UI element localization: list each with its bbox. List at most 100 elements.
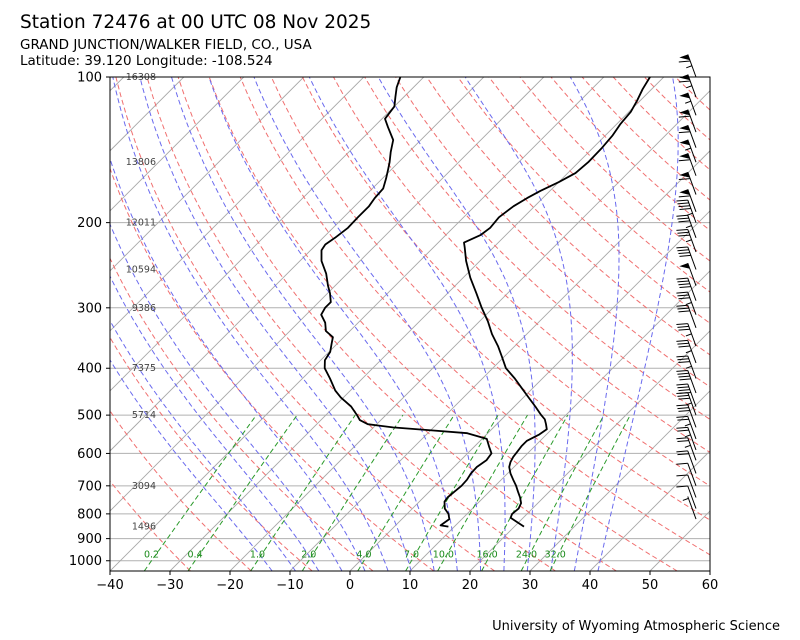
barb-feather: [678, 252, 690, 255]
barb-staff: [687, 496, 697, 520]
barb-feather: [677, 429, 689, 432]
barb-feather: [677, 358, 689, 361]
dry-adiabat: [457, 77, 710, 324]
temperature-line: [463, 77, 651, 528]
dry-adiabat: [301, 77, 710, 487]
barb-feather: [677, 202, 689, 205]
dry-adiabat: [110, 166, 435, 571]
mixing-ratio-line: [405, 414, 499, 571]
barb-feather: [677, 231, 689, 234]
isotherm--70: [110, 77, 425, 392]
moist-adiabat: [597, 77, 679, 571]
barb-feather: [677, 418, 689, 421]
moist-adiabat: [171, 77, 435, 571]
height-label: 10594: [126, 265, 156, 276]
barb-feather: [677, 217, 689, 220]
y-tick-label: 1000: [69, 554, 102, 569]
barb-half-feather: [685, 225, 692, 229]
barb-staff: [687, 427, 697, 451]
barb-feather: [677, 386, 689, 389]
barb-feather: [677, 325, 689, 328]
barb-half-feather: [686, 212, 693, 216]
barb-half-feather: [685, 239, 692, 243]
chart-labels: 0.2 0.4 1.0 2.0 4.0 7.0 10.0 16.0 24.0 32.0163081…: [126, 72, 566, 561]
mixing-ratio-line: [250, 414, 356, 571]
axes: −40 −30 −20 −10 0 10 20 30 40 50 60 1000 900 800 700 60…: [69, 71, 718, 594]
barb-staff: [687, 199, 697, 223]
isotherm-20: [469, 330, 710, 571]
barb-feather: [678, 178, 691, 181]
barb-feather: [676, 355, 688, 358]
x-tick-label: −30: [156, 578, 183, 593]
barb-feather: [678, 131, 691, 134]
wind-barb: [676, 214, 697, 238]
isotherm--100: [110, 77, 245, 212]
barb-feather: [678, 115, 691, 118]
isotherm--140: [0, 77, 4, 571]
isotherm--20: [229, 90, 710, 571]
barb-feather: [677, 407, 689, 410]
wind-barb: [676, 392, 697, 416]
barb-staff: [687, 277, 697, 301]
wind-barb: [676, 291, 697, 315]
wind-barb: [676, 323, 697, 347]
dry-adiabat: [110, 410, 252, 571]
height-label: 3094: [132, 481, 156, 492]
barb-staff: [687, 153, 697, 176]
barb-staff: [687, 340, 697, 364]
isotherm--90: [110, 77, 305, 272]
mixing-ratio-line: [357, 414, 455, 571]
dry-adiabat: [674, 77, 710, 111]
wind-barb: [676, 246, 697, 270]
moist-adiabat: [110, 222, 343, 571]
y-tick-label: 200: [77, 216, 102, 231]
barb-staff: [687, 416, 697, 440]
barb-feather: [678, 310, 690, 313]
x-tick-label: 20: [462, 578, 479, 593]
barb-staff: [687, 437, 697, 461]
barb-half-feather: [685, 333, 692, 337]
height-label: 1496: [132, 522, 156, 533]
wind-barb: [676, 339, 697, 364]
isotherm-0: [349, 210, 710, 571]
barb-staff: [687, 474, 697, 498]
barb-staff: [687, 215, 697, 238]
barb-feather: [677, 307, 689, 310]
dry-adiabat: [519, 77, 710, 262]
mixing-ratio-label: 24.0: [516, 550, 537, 561]
barb-feather: [676, 383, 688, 386]
barb-feather: [676, 339, 688, 342]
isotherm--120: [110, 77, 125, 92]
x-tick-label: 40: [582, 578, 599, 593]
height-label: 12011: [126, 218, 156, 229]
barb-staff: [687, 450, 697, 474]
wind-barb: [676, 415, 697, 440]
credit-footer: University of Wyoming Atmospheric Scienc…: [492, 619, 780, 634]
y-tick-label: 700: [77, 479, 102, 494]
barb-flag: [679, 189, 690, 195]
barb-feather: [678, 220, 690, 223]
wind-barb: [678, 124, 697, 148]
barb-feather: [678, 234, 690, 237]
isotherm--50: [110, 77, 545, 512]
wind-barb: [676, 355, 697, 379]
x-tick-label: 0: [346, 578, 354, 593]
barb-feather: [679, 254, 691, 257]
isotherm-30: [529, 390, 710, 571]
sounding-profiles: [320, 77, 651, 528]
wind-barb: [682, 496, 697, 520]
y-tick-label: 400: [77, 362, 102, 377]
x-tick-label: −20: [216, 578, 243, 593]
moist-adiabat: [139, 77, 412, 571]
wind-barb: [676, 462, 697, 486]
dry-adiabat: [488, 77, 710, 293]
height-label: 9386: [132, 303, 156, 314]
dewpoint-line: [320, 77, 493, 528]
mixing-ratio-line: [143, 414, 257, 571]
isotherm--60: [110, 77, 485, 452]
wind-barb: [676, 474, 697, 498]
dry-adiabat: [426, 77, 710, 356]
wind-barb: [678, 109, 697, 133]
barb-feather: [678, 80, 691, 83]
isotherm--130: [0, 77, 64, 571]
